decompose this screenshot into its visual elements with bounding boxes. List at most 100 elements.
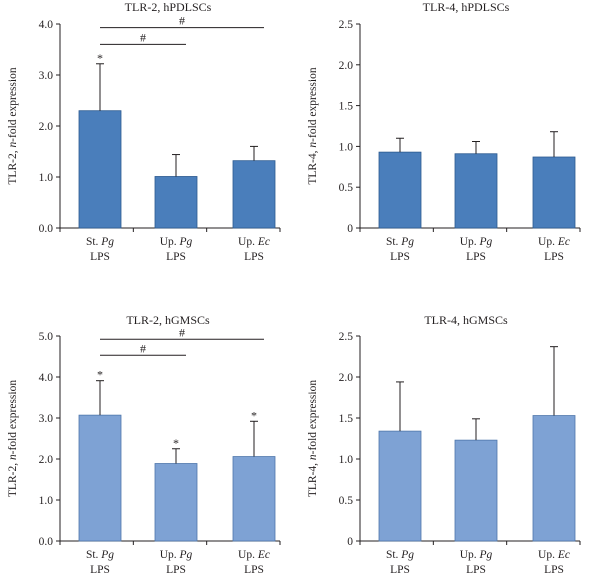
bar bbox=[378, 151, 422, 229]
x-category-italic: Pg bbox=[400, 549, 414, 561]
y-axis-label-prefix: TLR-2, bbox=[7, 148, 19, 185]
y-axis-label-suffix: -fold expression bbox=[7, 380, 19, 455]
bar bbox=[378, 430, 422, 542]
significance-star: * bbox=[251, 408, 257, 422]
x-category-italic: Ec bbox=[557, 236, 570, 248]
y-tick-label: 2.5 bbox=[339, 19, 354, 31]
y-tick-label: 2.0 bbox=[339, 372, 354, 384]
y-axis-label-prefix: TLR-2, bbox=[7, 460, 19, 497]
bar bbox=[78, 110, 122, 229]
x-category-label-line2: LPS bbox=[466, 251, 486, 263]
y-axis-label-prefix: TLR-4, bbox=[307, 460, 319, 497]
y-tick-label: 3.0 bbox=[39, 70, 54, 82]
x-category-label: St. Pg bbox=[86, 549, 114, 561]
x-category-label-line2: LPS bbox=[166, 564, 186, 576]
y-axis-label: TLR-2, n-fold expression bbox=[7, 67, 19, 184]
x-category-prefix: Up. bbox=[460, 549, 480, 561]
bar bbox=[454, 153, 498, 229]
x-category-prefix: St. bbox=[386, 549, 401, 561]
y-tick-label: 2.0 bbox=[339, 60, 354, 72]
x-category-label-line2: LPS bbox=[244, 251, 264, 263]
y-tick-label: 1.0 bbox=[339, 454, 354, 466]
x-category-label-line2: LPS bbox=[390, 251, 410, 263]
x-category-label-line2: LPS bbox=[544, 564, 564, 576]
y-tick-label: 5.0 bbox=[39, 331, 54, 343]
x-category-prefix: Up. bbox=[538, 236, 558, 248]
bar bbox=[232, 160, 276, 229]
significance-hash: # bbox=[140, 30, 146, 44]
y-tick-label: 2.0 bbox=[39, 454, 54, 466]
bar bbox=[78, 414, 122, 542]
x-category-prefix: Up. bbox=[160, 236, 180, 248]
y-axis-label-italic: n bbox=[7, 454, 19, 460]
x-category-italic: Ec bbox=[257, 236, 270, 248]
y-tick-label: 0 bbox=[347, 223, 353, 235]
significance-hash: # bbox=[179, 325, 185, 339]
y-tick-label: 4.0 bbox=[39, 372, 54, 384]
y-axis-label-italic: n bbox=[7, 142, 19, 148]
y-tick-label: 4.0 bbox=[39, 19, 54, 31]
x-category-label: Up. Ec bbox=[238, 236, 270, 248]
x-category-italic: Pg bbox=[400, 236, 414, 248]
x-category-prefix: St. bbox=[86, 549, 101, 561]
y-axis-label-italic: n bbox=[307, 454, 319, 460]
significance-star: * bbox=[97, 51, 103, 65]
significance-star: * bbox=[97, 368, 103, 382]
x-category-italic: Pg bbox=[100, 549, 114, 561]
x-category-italic: Pg bbox=[100, 236, 114, 248]
x-category-label-line2: LPS bbox=[390, 564, 410, 576]
significance-hash: # bbox=[179, 14, 185, 28]
x-category-italic: Ec bbox=[257, 549, 270, 561]
y-axis-label-suffix: -fold expression bbox=[307, 380, 319, 455]
y-tick-label: 2.0 bbox=[39, 121, 54, 133]
x-category-label-line2: LPS bbox=[90, 564, 110, 576]
y-tick-label: 1.0 bbox=[39, 495, 54, 507]
y-axis-label: TLR-4, n-fold expression bbox=[307, 380, 319, 497]
chart-tlr4-hpdlscs: TLR-4, hPDLSCs TLR-4, n-fold expression 0 0… bbox=[307, 0, 581, 263]
y-tick-label: 1.5 bbox=[339, 413, 354, 425]
y-axis-label-italic: n bbox=[307, 142, 319, 148]
y-tick-label: 3.0 bbox=[39, 413, 54, 425]
y-axis-label-prefix: TLR-4, bbox=[307, 148, 319, 185]
chart-tlr2-hpdlscs: TLR-2, hPDLSCs TLR-2, n-fold expression 0.… bbox=[7, 0, 281, 263]
x-category-label: St. Pg bbox=[86, 236, 114, 248]
x-category-label-line2: LPS bbox=[166, 251, 186, 263]
chart-title: TLR-4, hPDLSCs bbox=[423, 0, 510, 14]
x-category-prefix: St. bbox=[86, 236, 101, 248]
chart-tlr2-hgmscs: TLR-2, hGMSCs TLR-2, n-fold expression 0.0… bbox=[7, 313, 281, 576]
bar bbox=[532, 415, 576, 542]
x-category-prefix: Up. bbox=[460, 236, 480, 248]
x-category-italic: Pg bbox=[479, 549, 493, 561]
x-category-prefix: Up. bbox=[238, 236, 258, 248]
x-category-prefix: Up. bbox=[538, 549, 558, 561]
x-category-italic: Pg bbox=[479, 236, 493, 248]
bar bbox=[532, 156, 576, 229]
bar bbox=[232, 456, 276, 542]
bar bbox=[454, 439, 498, 542]
x-category-italic: Pg bbox=[179, 549, 193, 561]
x-category-label: Up. Pg bbox=[460, 549, 493, 561]
y-tick-label: 1.0 bbox=[339, 141, 354, 153]
y-axis-label: TLR-2, n-fold expression bbox=[7, 380, 19, 497]
x-category-label-line2: LPS bbox=[466, 564, 486, 576]
bar bbox=[154, 176, 198, 229]
chart-title: TLR-4, hGMSCs bbox=[424, 313, 508, 327]
y-tick-label: 1.5 bbox=[339, 101, 354, 113]
y-tick-label: 1.0 bbox=[39, 172, 54, 184]
x-category-label: St. Pg bbox=[386, 236, 414, 248]
x-category-label: Up. Pg bbox=[460, 236, 493, 248]
x-category-label: Up. Pg bbox=[160, 236, 193, 248]
y-tick-label: 0.0 bbox=[39, 536, 54, 548]
significance-star: * bbox=[173, 436, 179, 450]
x-category-italic: Ec bbox=[557, 549, 570, 561]
y-tick-label: 0.0 bbox=[39, 223, 54, 235]
x-category-label: Up. Ec bbox=[538, 236, 570, 248]
x-category-label-line2: LPS bbox=[244, 564, 264, 576]
y-axis-label-suffix: -fold expression bbox=[307, 67, 319, 142]
x-category-italic: Pg bbox=[179, 236, 193, 248]
x-category-label: Up. Pg bbox=[160, 549, 193, 561]
chart-tlr4-hgmscs: TLR-4, hGMSCs TLR-4, n-fold expression 0 0.… bbox=[307, 313, 581, 576]
x-category-label: St. Pg bbox=[386, 549, 414, 561]
chart-title: TLR-2, hGMSCs bbox=[126, 313, 210, 327]
